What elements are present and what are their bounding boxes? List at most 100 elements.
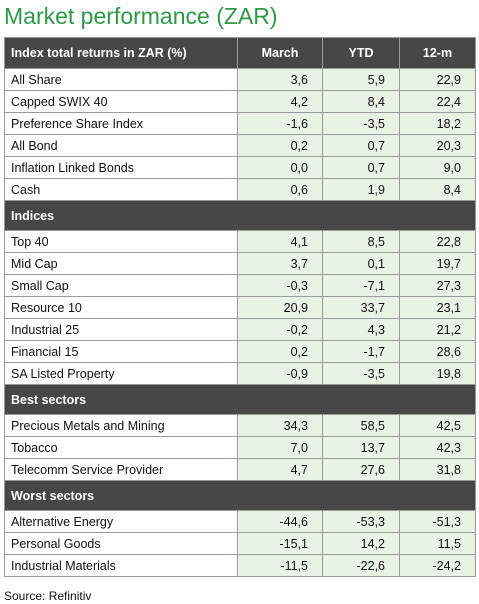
- value-cell: -1,6: [237, 112, 323, 135]
- row-label: Mid Cap: [4, 252, 238, 275]
- section-title: Best sectors: [4, 384, 476, 415]
- value-cell: 11,5: [399, 532, 476, 555]
- value-cell: 8,4: [399, 178, 476, 201]
- data-row: Inflation Linked Bonds 0,0 0,7 9,0: [4, 156, 476, 179]
- column-header: 12-m: [399, 37, 476, 69]
- section-row: Best sectors: [4, 384, 476, 415]
- value-cell: -51,3: [399, 510, 476, 533]
- column-header: YTD: [322, 37, 400, 69]
- data-row: Alternative Energy -44,6 -53,3 -51,3: [4, 510, 476, 533]
- data-row: Tobacco 7,0 13,7 42,3: [4, 436, 476, 459]
- row-label: Preference Share Index: [4, 112, 238, 135]
- section-title: Worst sectors: [4, 480, 476, 511]
- data-row: Resource 10 20,9 33,7 23,1: [4, 296, 476, 319]
- value-cell: 22,8: [399, 230, 476, 253]
- value-cell: 20,3: [399, 134, 476, 157]
- row-label: Resource 10: [4, 296, 238, 319]
- value-cell: 31,8: [399, 458, 476, 481]
- value-cell: -24,2: [399, 554, 476, 577]
- row-label: Tobacco: [4, 436, 238, 459]
- value-cell: 4,3: [322, 318, 400, 341]
- value-cell: 3,6: [237, 68, 323, 91]
- section-row: Indices: [4, 200, 476, 231]
- value-cell: 4,7: [237, 458, 323, 481]
- data-row: Personal Goods -15,1 14,2 11,5: [4, 532, 476, 555]
- header-label: Index total returns in ZAR (%): [4, 37, 238, 69]
- value-cell: -1,7: [322, 340, 400, 363]
- value-cell: 7,0: [237, 436, 323, 459]
- data-row: Industrial Materials -11,5 -22,6 -24,2: [4, 554, 476, 577]
- returns-table: Index total returns in ZAR (%) March YTD…: [4, 37, 476, 577]
- value-cell: 19,8: [399, 362, 476, 385]
- source: Source: Refinitiv: [4, 589, 92, 603]
- value-cell: -0,9: [237, 362, 323, 385]
- value-cell: 27,3: [399, 274, 476, 297]
- value-cell: -0,2: [237, 318, 323, 341]
- value-cell: 0,6: [237, 178, 323, 201]
- value-cell: -44,6: [237, 510, 323, 533]
- value-cell: 0,7: [322, 134, 400, 157]
- row-label: Financial 15: [4, 340, 238, 363]
- value-cell: 4,1: [237, 230, 323, 253]
- value-cell: -0,3: [237, 274, 323, 297]
- value-cell: 0,0: [237, 156, 323, 179]
- value-cell: 8,4: [322, 90, 400, 113]
- column-header: March: [237, 37, 323, 69]
- data-row: All Bond 0,2 0,7 20,3: [4, 134, 476, 157]
- table-body: All Share 3,6 5,9 22,9 Capped SWIX 40 4,2 8,4 2…: [4, 68, 476, 577]
- row-label: Small Cap: [4, 274, 238, 297]
- section-title: Indices: [4, 200, 476, 231]
- row-label: Industrial 25: [4, 318, 238, 341]
- data-row: SA Listed Property -0,9 -3,5 19,8: [4, 362, 476, 385]
- value-cell: 42,5: [399, 414, 476, 437]
- value-cell: 14,2: [322, 532, 400, 555]
- row-label: Alternative Energy: [4, 510, 238, 533]
- value-cell: -53,3: [322, 510, 400, 533]
- data-row: Preference Share Index -1,6 -3,5 18,2: [4, 112, 476, 135]
- row-label: All Bond: [4, 134, 238, 157]
- value-cell: -3,5: [322, 112, 400, 135]
- data-row: Telecomm Service Provider 4,7 27,6 31,8: [4, 458, 476, 481]
- data-row: All Share 3,6 5,9 22,9: [4, 68, 476, 91]
- data-row: Small Cap -0,3 -7,1 27,3: [4, 274, 476, 297]
- row-label: Precious Metals and Mining: [4, 414, 238, 437]
- value-cell: -15,1: [237, 532, 323, 555]
- section-row: Worst sectors: [4, 480, 476, 511]
- value-cell: 22,4: [399, 90, 476, 113]
- value-cell: 5,9: [322, 68, 400, 91]
- value-cell: -11,5: [237, 554, 323, 577]
- row-label: Cash: [4, 178, 238, 201]
- value-cell: 4,2: [237, 90, 323, 113]
- value-cell: 27,6: [322, 458, 400, 481]
- value-cell: -22,6: [322, 554, 400, 577]
- row-label: Top 40: [4, 230, 238, 253]
- value-cell: 0,2: [237, 340, 323, 363]
- value-cell: 18,2: [399, 112, 476, 135]
- header-row: Index total returns in ZAR (%) March YTD…: [4, 37, 476, 69]
- value-cell: 58,5: [322, 414, 400, 437]
- value-cell: 23,1: [399, 296, 476, 319]
- data-row: Capped SWIX 40 4,2 8,4 22,4: [4, 90, 476, 113]
- row-label: All Share: [4, 68, 238, 91]
- row-label: Industrial Materials: [4, 554, 238, 577]
- value-cell: 3,7: [237, 252, 323, 275]
- value-cell: 0,2: [237, 134, 323, 157]
- value-cell: 8,5: [322, 230, 400, 253]
- value-cell: 0,7: [322, 156, 400, 179]
- data-row: Industrial 25 -0,2 4,3 21,2: [4, 318, 476, 341]
- value-cell: 28,6: [399, 340, 476, 363]
- data-row: Precious Metals and Mining 34,3 58,5 42,5: [4, 414, 476, 437]
- value-cell: -7,1: [322, 274, 400, 297]
- value-cell: 33,7: [322, 296, 400, 319]
- value-cell: 22,9: [399, 68, 476, 91]
- data-row: Cash 0,6 1,9 8,4: [4, 178, 476, 201]
- row-label: SA Listed Property: [4, 362, 238, 385]
- row-label: Inflation Linked Bonds: [4, 156, 238, 179]
- data-row: Mid Cap 3,7 0,1 19,7: [4, 252, 476, 275]
- value-cell: 0,1: [322, 252, 400, 275]
- row-label: Capped SWIX 40: [4, 90, 238, 113]
- value-cell: 34,3: [237, 414, 323, 437]
- value-cell: 13,7: [322, 436, 400, 459]
- value-cell: 20,9: [237, 296, 323, 319]
